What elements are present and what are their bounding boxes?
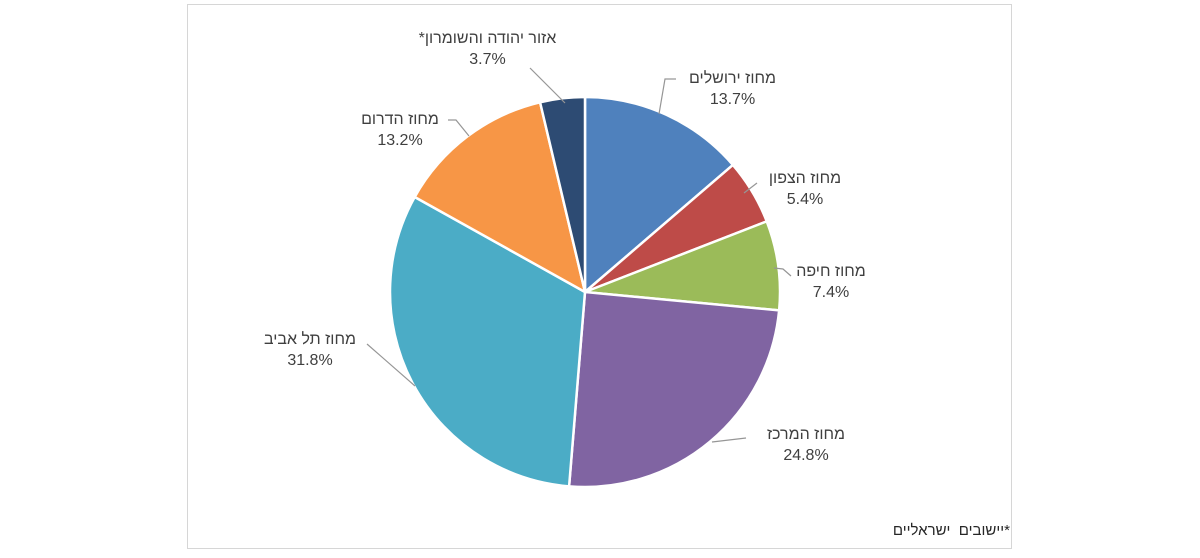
slice-label-text: אזור יהודה והשומרון* bbox=[418, 30, 557, 47]
slice-label-haifa: מחוז חיפה 7.4% bbox=[751, 262, 911, 302]
leader-line-judea bbox=[529, 67, 566, 104]
slice-label-text: מחוז חיפה bbox=[796, 263, 866, 280]
leader-line-tzafon bbox=[743, 182, 758, 194]
leader-line-telaviv bbox=[366, 343, 416, 387]
slice-label-percent: 31.8% bbox=[287, 352, 333, 369]
slice-label-percent: 13.2% bbox=[377, 132, 423, 149]
chart-footnote: *יישובים ישראליים bbox=[892, 522, 1010, 539]
slice-label-text: מחוז ירושלים bbox=[689, 70, 776, 87]
slice-label-jerusalem: מחוז ירושלים 13.7% bbox=[650, 69, 815, 109]
leader-line-jerusalem bbox=[658, 78, 676, 115]
leader-line-darom bbox=[448, 119, 470, 137]
pie bbox=[388, 95, 782, 489]
slice-label-telaviv: מחוז תל אביב 31.8% bbox=[230, 330, 390, 370]
slice-label-percent: 13.7% bbox=[709, 91, 756, 108]
slice-label-darom: מחוז הדרום 13.2% bbox=[320, 110, 480, 150]
slice-label-text: מחוז הדרום bbox=[361, 111, 439, 128]
slice-label-merkaz: מחוז המרכז 24.8% bbox=[726, 425, 886, 465]
slice-label-percent: 3.7% bbox=[469, 51, 506, 68]
slice-label-judea: אזור יהודה והשומרון* 3.7% bbox=[380, 29, 595, 69]
pie-slice-darom bbox=[413, 101, 587, 294]
slice-label-tzafon: מחוז הצפון 5.4% bbox=[725, 169, 885, 209]
leader-line-merkaz bbox=[711, 437, 747, 443]
slice-label-percent: 24.8% bbox=[783, 447, 829, 464]
pie-slice-merkaz bbox=[567, 290, 781, 489]
pie-slice-jerusalem bbox=[583, 95, 735, 294]
slice-label-percent: 7.4% bbox=[812, 284, 850, 301]
slice-label-text: מחוז המרכז bbox=[766, 426, 846, 443]
slice-label-text: מחוז הצפון bbox=[768, 170, 842, 187]
leader-line-haifa bbox=[773, 267, 792, 277]
leader-lines bbox=[366, 67, 792, 443]
pie-slice-judea bbox=[538, 95, 587, 294]
slice-label-percent: 5.4% bbox=[786, 191, 824, 208]
slice-label-text: מחוז תל אביב bbox=[264, 331, 356, 348]
